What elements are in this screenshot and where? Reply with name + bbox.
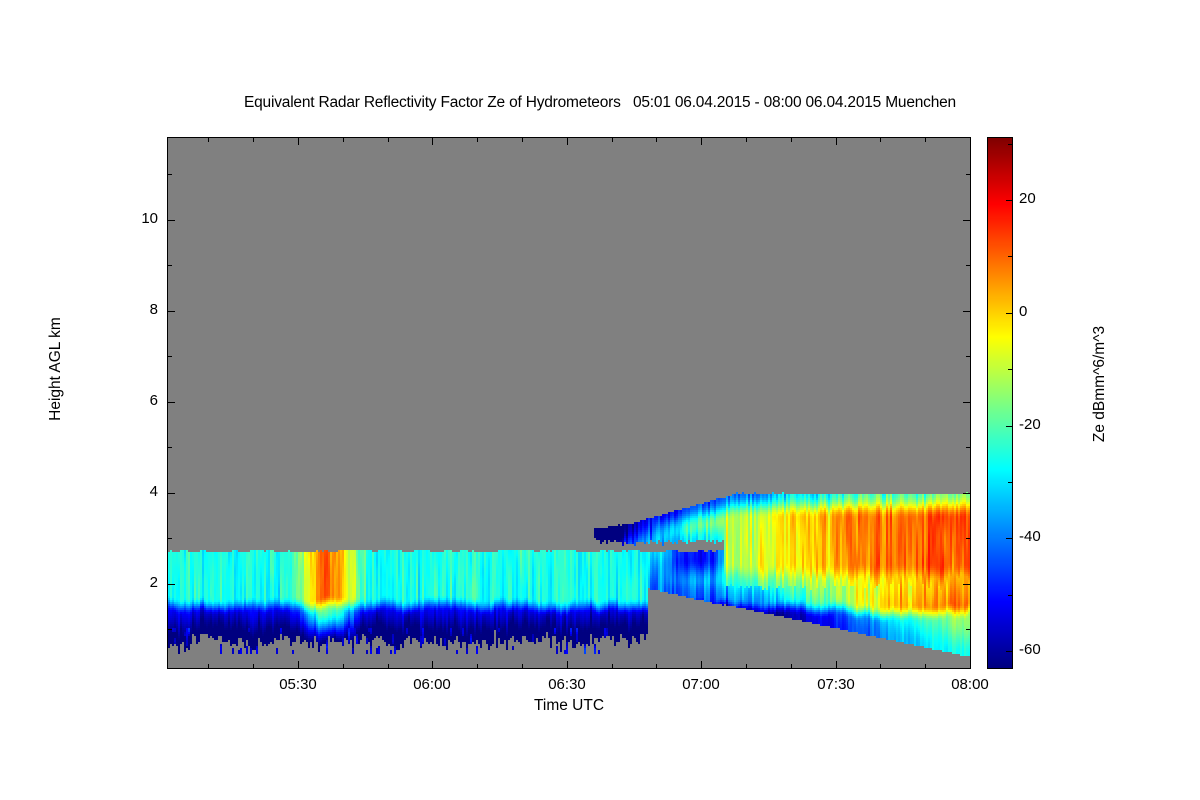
x-tick-major xyxy=(567,661,568,668)
y-tick-major xyxy=(168,493,175,494)
colorbar-tick-minor xyxy=(1008,256,1012,257)
y-tick-minor xyxy=(168,265,172,266)
x-tick-label: 07:30 xyxy=(817,676,855,693)
x-tick-major-top xyxy=(567,138,568,145)
x-tick-minor-top xyxy=(477,138,478,142)
x-tick-minor-top xyxy=(388,138,389,142)
y-tick-major-right xyxy=(963,220,970,221)
y-tick-minor xyxy=(168,538,172,539)
x-tick-major-top xyxy=(298,138,299,145)
x-tick-minor xyxy=(343,664,344,668)
y-tick-minor xyxy=(168,447,172,448)
y-tick-minor-right xyxy=(966,265,970,266)
reflectivity-heatmap xyxy=(167,137,971,669)
y-tick-minor-right xyxy=(966,447,970,448)
x-tick-minor xyxy=(656,664,657,668)
x-tick-major xyxy=(970,661,971,668)
x-tick-minor xyxy=(746,664,747,668)
x-tick-label: 08:00 xyxy=(951,676,989,693)
x-tick-major xyxy=(298,661,299,668)
x-tick-minor xyxy=(612,664,613,668)
y-tick-major-right xyxy=(963,311,970,312)
y-tick-minor xyxy=(168,629,172,630)
x-tick-minor-top xyxy=(208,138,209,142)
x-tick-major xyxy=(836,661,837,668)
y-tick-major-right xyxy=(963,402,970,403)
y-tick-major-right xyxy=(963,584,970,585)
y-tick-minor xyxy=(168,174,172,175)
colorbar-tick-label: 20 xyxy=(1019,190,1036,207)
colorbar-tick-minor xyxy=(1008,369,1012,370)
x-tick-minor xyxy=(253,664,254,668)
x-tick-minor xyxy=(522,664,523,668)
x-tick-label: 07:00 xyxy=(682,676,720,693)
y-tick-major xyxy=(168,220,175,221)
x-tick-minor xyxy=(388,664,389,668)
x-tick-minor-top xyxy=(880,138,881,142)
y-tick-minor-right xyxy=(966,174,970,175)
x-tick-minor-top xyxy=(791,138,792,142)
colorbar-tick xyxy=(1006,426,1012,427)
x-tick-minor xyxy=(477,664,478,668)
y-tick-minor-right xyxy=(966,356,970,357)
y-tick-label: 10 xyxy=(141,210,158,227)
y-tick-label: 4 xyxy=(149,483,158,500)
x-tick-label: 06:30 xyxy=(548,676,586,693)
x-tick-major xyxy=(701,661,702,668)
colorbar-tick-label: 0 xyxy=(1019,303,1028,320)
x-tick-minor xyxy=(208,664,209,668)
x-tick-minor-top xyxy=(656,138,657,142)
colorbar-tick xyxy=(1006,538,1012,539)
x-tick-major-top xyxy=(701,138,702,145)
x-tick-label: 06:00 xyxy=(413,676,451,693)
y-tick-minor-right xyxy=(966,629,970,630)
colorbar-tick-minor xyxy=(1008,144,1012,145)
y-tick-label: 2 xyxy=(149,574,158,591)
x-tick-minor xyxy=(791,664,792,668)
x-tick-minor-top xyxy=(343,138,344,142)
y-tick-label: 6 xyxy=(149,392,158,409)
colorbar-tick-minor xyxy=(1008,595,1012,596)
y-tick-label: 8 xyxy=(149,301,158,318)
x-tick-minor-top xyxy=(925,138,926,142)
x-axis-title: Time UTC xyxy=(533,697,605,714)
y-axis-title: Height AGL km xyxy=(47,317,64,421)
colorbar-tick xyxy=(1006,313,1012,314)
page-title: Equivalent Radar Reflectivity Factor Ze … xyxy=(244,94,956,111)
x-tick-label: 05:30 xyxy=(279,676,317,693)
x-tick-minor xyxy=(925,664,926,668)
x-tick-major-top xyxy=(970,138,971,145)
y-tick-minor-right xyxy=(966,538,970,539)
colorbar-tick-label: -60 xyxy=(1019,641,1041,658)
x-tick-major-top xyxy=(836,138,837,145)
x-tick-major xyxy=(432,661,433,668)
x-tick-minor-top xyxy=(746,138,747,142)
colorbar-tick-minor xyxy=(1008,482,1012,483)
x-tick-minor-top xyxy=(253,138,254,142)
colorbar-tick-label: -20 xyxy=(1019,416,1041,433)
x-tick-major-top xyxy=(432,138,433,145)
colorbar-tick xyxy=(1006,651,1012,652)
y-tick-major xyxy=(168,311,175,312)
x-tick-minor xyxy=(880,664,881,668)
colorbar-tick-label: -40 xyxy=(1019,528,1041,545)
colorbar xyxy=(987,137,1013,669)
colorbar-title: Ze dBmm^6/m^3 xyxy=(1091,325,1108,443)
y-tick-major xyxy=(168,402,175,403)
colorbar-tick xyxy=(1006,200,1012,201)
x-tick-minor-top xyxy=(612,138,613,142)
x-tick-minor-top xyxy=(522,138,523,142)
y-tick-major-right xyxy=(963,493,970,494)
y-tick-minor xyxy=(168,356,172,357)
y-tick-major xyxy=(168,584,175,585)
